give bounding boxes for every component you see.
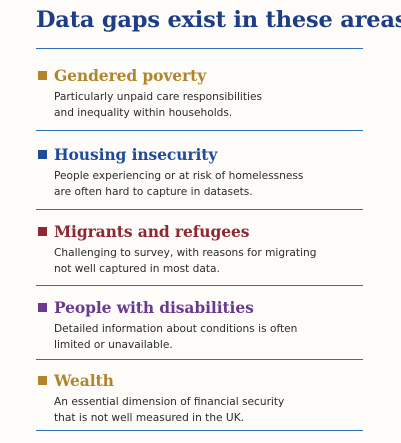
square-bullet-icon [38, 375, 47, 385]
divider [36, 130, 363, 132]
section-heading-text: Gendered poverty [54, 65, 207, 85]
section-wealth: Wealth An essential dimension of financi… [38, 369, 368, 426]
divider [36, 48, 363, 50]
description-line: not well captured in most data. [54, 263, 220, 275]
description-line: People experiencing or at risk of homele… [54, 170, 304, 182]
section-heading: Migrants and refugees [38, 220, 368, 242]
section-housing-insecurity: Housing insecurity People experiencing o… [38, 143, 368, 200]
square-bullet-icon [38, 302, 47, 312]
square-bullet-icon [38, 70, 47, 80]
section-heading: Housing insecurity [38, 143, 368, 165]
section-description: An essential dimension of financial secu… [54, 394, 368, 426]
divider [36, 285, 363, 287]
section-heading: Gendered poverty [38, 64, 368, 86]
square-bullet-icon [38, 149, 47, 159]
section-heading: Wealth [38, 369, 368, 391]
description-line: limited or unavailable. [54, 339, 173, 351]
section-people-disabilities: People with disabilities Detailed inform… [38, 296, 368, 353]
description-line: and inequality within households. [54, 107, 233, 119]
description-line: that is not well measured in the UK. [54, 412, 245, 424]
section-heading-text: People with disabilities [54, 297, 254, 317]
section-heading-text: Housing insecurity [54, 144, 218, 164]
description-line: Detailed information about conditions is… [54, 323, 298, 335]
description-line: are often hard to capture in datasets. [54, 186, 253, 198]
section-heading: People with disabilities [38, 296, 368, 318]
section-gendered-poverty: Gendered poverty Particularly unpaid car… [38, 64, 368, 121]
section-description: People experiencing or at risk of homele… [54, 168, 368, 200]
description-line: Particularly unpaid care responsibilitie… [54, 91, 263, 103]
divider [36, 359, 363, 361]
section-description: Challenging to survey, with reasons for … [54, 245, 368, 277]
divider [36, 430, 363, 432]
section-description: Particularly unpaid care responsibilitie… [54, 89, 368, 121]
section-heading-text: Migrants and refugees [54, 221, 250, 241]
section-heading-text: Wealth [54, 370, 114, 390]
square-bullet-icon [38, 226, 47, 236]
description-line: An essential dimension of financial secu… [54, 396, 285, 408]
description-line: Challenging to survey, with reasons for … [54, 247, 317, 259]
divider [36, 209, 363, 211]
section-migrants-refugees: Migrants and refugees Challenging to sur… [38, 220, 368, 277]
page-title: Data gaps exist in these areas: [36, 7, 401, 33]
section-description: Detailed information about conditions is… [54, 321, 368, 353]
